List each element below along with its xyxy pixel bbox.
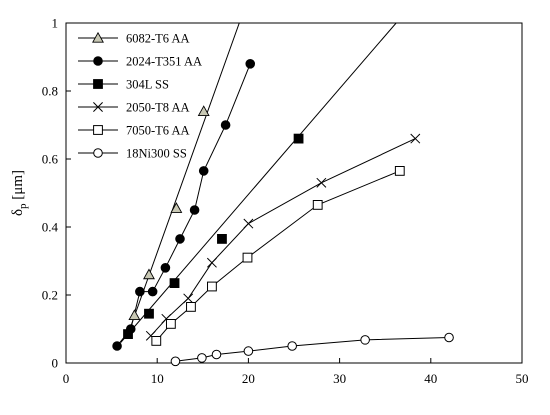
y-tick-label: 0.2 — [42, 288, 58, 303]
data-point-6082-t6-aa — [128, 309, 141, 321]
y-axis-label-main: δ — [10, 209, 26, 216]
data-point-304l-ss — [123, 329, 133, 340]
x-tick-label: 10 — [151, 371, 164, 386]
data-point-18ni300-ss — [170, 356, 181, 367]
legend-marker-2024-t351-aa — [93, 56, 103, 66]
data-point-7050-t6-aa — [165, 319, 176, 329]
data-point-2050-t8-aa — [316, 177, 327, 188]
data-point-18ni300-ss — [444, 332, 454, 343]
y-tick-label: 0.8 — [42, 84, 58, 99]
plot-area — [65, 22, 523, 364]
data-point-6082-t6-aa — [197, 105, 210, 117]
y-axis-label: δp [μm] — [10, 170, 29, 216]
x-tick-label: 0 — [63, 371, 70, 386]
series-markers — [112, 59, 454, 367]
x-tick-label: 40 — [424, 371, 437, 386]
data-point-2024-t351-aa — [189, 205, 200, 215]
legend-label-18ni300-ss: 18Ni300 SS — [126, 147, 187, 161]
data-point-7050-t6-aa — [312, 200, 323, 210]
legend-marker-18ni300-ss — [93, 148, 103, 158]
data-point-7050-t6-aa — [186, 302, 196, 312]
data-point-2050-t8-aa — [243, 218, 254, 229]
legend-label-7050-t6-aa: 7050-T6 AA — [126, 124, 190, 138]
data-point-7050-t6-aa — [151, 336, 162, 346]
data-point-2024-t351-aa — [245, 59, 256, 69]
data-point-18ni300-ss — [243, 346, 254, 356]
data-point-7050-t6-aa — [394, 166, 405, 176]
data-point-7050-t6-aa — [242, 252, 253, 263]
y-tick-label: 0 — [52, 356, 59, 371]
data-point-2050-t8-aa — [410, 133, 421, 144]
legend-label-6082-t6-aa: 6082-T6 AA — [126, 32, 190, 46]
legend-label-2024-t351-aa: 2024-T351 AA — [126, 55, 202, 69]
data-point-304l-ss — [144, 308, 154, 319]
axis-ticks — [65, 22, 523, 364]
y-axis-label-rest: [μm] — [10, 170, 26, 203]
x-tick-label: 20 — [242, 371, 255, 386]
axis-tick-labels: 0 10 20 30 40 50 0 0.2 0.4 0.6 0.8 1 — [42, 16, 529, 387]
data-point-18ni300-ss — [197, 353, 207, 363]
legend-marker-2050-t8-aa — [93, 102, 103, 112]
legend-marker-7050-t6-aa — [93, 125, 103, 135]
series-line-304l-ss — [120, 23, 397, 343]
y-axis-label-sub: p — [17, 203, 29, 209]
data-point-6082-t6-aa — [143, 268, 155, 280]
data-point-7050-t6-aa — [207, 281, 217, 292]
data-point-2024-t351-aa — [147, 286, 158, 297]
legend-label-2050-t8-aa: 2050-T8 AA — [126, 101, 190, 115]
legend-marker-304l-ss — [93, 79, 103, 89]
data-point-304l-ss — [293, 133, 304, 144]
legend-marker-6082-t6-aa — [92, 31, 104, 43]
data-point-2024-t351-aa — [175, 234, 185, 244]
y-tick-label: 1 — [52, 16, 59, 31]
x-tick-label: 50 — [516, 371, 529, 386]
data-point-2024-t351-aa — [135, 286, 145, 297]
legend: 6082-T6 AA 2024-T351 AA 304L SS 2050-T8 AA 7… — [78, 32, 202, 161]
data-point-18ni300-ss — [287, 341, 297, 351]
data-point-304l-ss — [217, 234, 227, 244]
data-point-18ni300-ss — [211, 349, 222, 360]
legend-label-304l-ss: 304L SS — [126, 78, 169, 92]
data-point-18ni300-ss — [360, 335, 370, 345]
data-point-2050-t8-aa — [206, 257, 217, 268]
data-point-2024-t351-aa — [112, 341, 122, 351]
data-point-6082-t6-aa — [170, 202, 183, 213]
data-point-2050-t8-aa — [183, 293, 194, 304]
data-point-2024-t351-aa — [220, 120, 231, 130]
x-tick-label: 30 — [333, 371, 346, 386]
data-point-2024-t351-aa — [198, 166, 209, 176]
series-line-2024-t351-aa — [116, 63, 251, 347]
y-tick-label: 0.6 — [42, 152, 59, 167]
data-point-2024-t351-aa — [160, 263, 171, 273]
y-tick-label: 0.4 — [42, 220, 59, 235]
data-point-304l-ss — [169, 278, 180, 289]
